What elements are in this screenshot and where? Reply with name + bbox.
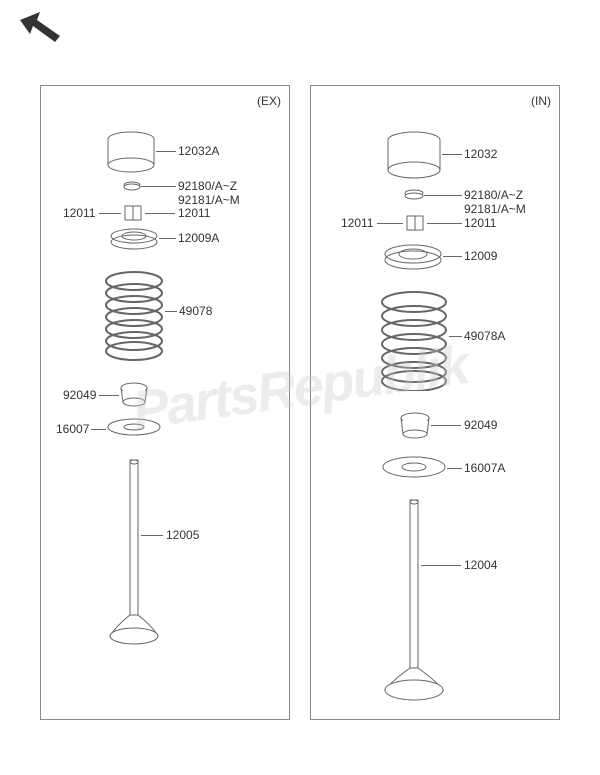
ex-collet xyxy=(121,204,145,224)
leader xyxy=(449,336,462,337)
leader xyxy=(99,213,121,214)
leader xyxy=(442,154,462,155)
leader xyxy=(377,223,403,224)
in-shim xyxy=(404,189,424,201)
ex-collet-l-label: 12011 xyxy=(63,206,95,220)
in-valve xyxy=(379,498,449,703)
ex-spring xyxy=(103,271,165,361)
in-seal xyxy=(399,412,431,440)
leader xyxy=(159,238,176,239)
ex-retainer xyxy=(109,228,159,250)
leader xyxy=(421,565,461,566)
leader xyxy=(165,311,177,312)
in-seat-label: 16007A xyxy=(464,461,505,475)
panel-ex: (EX) 12032A 92180/A~Z 92181/A~M 12011 12… xyxy=(40,85,290,720)
leader xyxy=(145,213,175,214)
leader xyxy=(99,395,119,396)
in-collet xyxy=(403,214,427,234)
ex-seal-label: 92049 xyxy=(63,388,96,402)
leader xyxy=(431,425,461,426)
leader xyxy=(141,186,176,187)
leader xyxy=(443,256,462,257)
ex-seal xyxy=(119,382,149,408)
in-seal-label: 92049 xyxy=(464,418,497,432)
in-retainer xyxy=(383,244,443,270)
in-spring-label: 49078A xyxy=(464,329,505,343)
in-shim1-label: 92180/A~Z xyxy=(464,188,523,202)
leader xyxy=(91,429,106,430)
leader xyxy=(427,223,462,224)
in-collet-r-label: 12011 xyxy=(464,216,496,230)
ex-retainer-label: 12009A xyxy=(178,231,219,245)
ex-shim xyxy=(123,181,141,191)
in-seat xyxy=(381,456,447,480)
leader xyxy=(141,535,163,536)
in-spring xyxy=(379,291,449,391)
ex-tappet-label: 12032A xyxy=(178,144,219,158)
ex-shim2-label: 92181/A~M xyxy=(178,193,240,207)
ex-collet-r-label: 12011 xyxy=(178,206,210,220)
in-shim2-label: 92181/A~M xyxy=(464,202,526,216)
leader xyxy=(447,468,462,469)
in-tappet xyxy=(386,131,442,179)
in-valve-label: 12004 xyxy=(464,558,497,572)
back-arrow xyxy=(15,10,65,50)
ex-seat xyxy=(106,418,162,438)
leader xyxy=(156,151,176,152)
in-collet-l-label: 12011 xyxy=(341,216,373,230)
panel-ex-label: (EX) xyxy=(257,94,281,108)
ex-spring-label: 49078 xyxy=(179,304,212,318)
ex-valve-label: 12005 xyxy=(166,528,199,542)
in-tappet-label: 12032 xyxy=(464,147,497,161)
ex-shim1-label: 92180/A~Z xyxy=(178,179,237,193)
ex-seat-label: 16007 xyxy=(56,422,89,436)
ex-valve xyxy=(106,458,162,648)
panel-in-label: (IN) xyxy=(531,94,551,108)
ex-tappet xyxy=(106,131,156,173)
in-retainer-label: 12009 xyxy=(464,249,497,263)
leader xyxy=(424,195,462,196)
panel-in: (IN) 12032 92180/A~Z 92181/A~M 12011 120… xyxy=(310,85,560,720)
